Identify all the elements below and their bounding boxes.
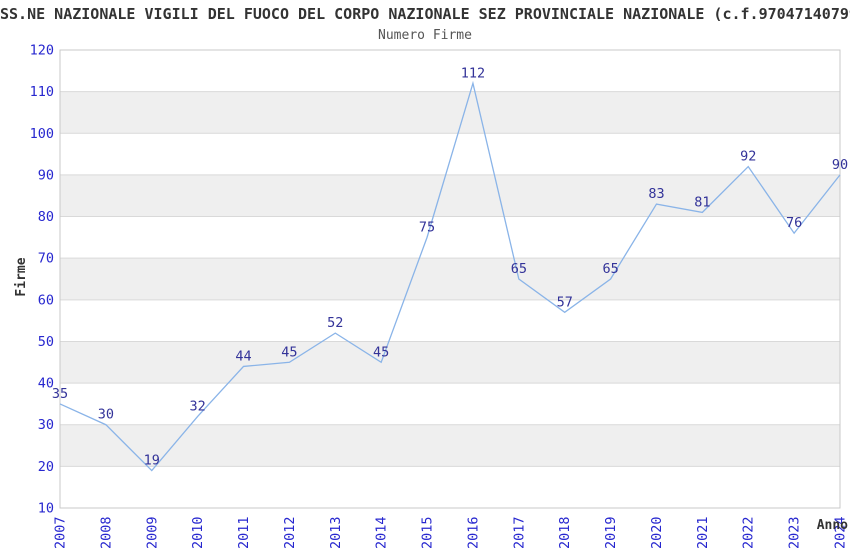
x-tick-label: 2024 (833, 516, 849, 549)
grid-band (60, 174, 840, 217)
x-tick-label: 2021 (695, 516, 711, 549)
x-tick-label: 2008 (98, 516, 114, 549)
data-label: 35 (52, 386, 68, 402)
data-label: 45 (373, 344, 389, 360)
plot-border (59, 49, 841, 509)
x-tick-label: 2017 (511, 516, 527, 549)
data-label: 19 (144, 453, 160, 469)
chart-subtitle: Numero Firme (378, 28, 472, 43)
data-label: 76 (786, 215, 802, 231)
y-tick-label: 40 (38, 376, 54, 392)
data-label: 45 (281, 344, 297, 360)
data-label: 90 (832, 157, 848, 173)
data-label: 32 (190, 398, 206, 414)
y-tick-label: 50 (38, 334, 54, 350)
data-label: 44 (235, 348, 251, 364)
data-label: 65 (602, 261, 618, 277)
y-tick-label: 110 (30, 84, 54, 100)
y-tick-label: 100 (30, 126, 54, 142)
data-label: 57 (557, 294, 573, 310)
x-tick-label: 2018 (557, 516, 573, 549)
y-tick-label: 10 (38, 501, 54, 517)
x-axis-title: Anno (817, 518, 848, 533)
data-label: 112 (461, 65, 485, 81)
grid-band (60, 91, 840, 134)
data-label: 75 (419, 219, 435, 235)
y-tick-label: 30 (38, 417, 54, 433)
x-tick-label: 2012 (282, 516, 298, 549)
x-tick-label: 2015 (420, 516, 436, 549)
data-label: 83 (648, 186, 664, 202)
x-tick-label: 2013 (328, 516, 344, 549)
y-tick-label: 120 (30, 43, 54, 59)
x-tick-label: 2016 (465, 516, 481, 549)
grid-band (60, 341, 840, 384)
x-tick-label: 2011 (236, 516, 252, 549)
y-tick-label: 20 (38, 459, 54, 475)
x-tick-label: 2020 (649, 516, 665, 549)
grid-band (60, 424, 840, 467)
y-axis-title: Firme (14, 257, 29, 296)
x-tick-label: 2009 (144, 516, 160, 549)
chart-title: SS.NE NAZIONALE VIGILI DEL FUOCO DEL COR… (0, 5, 850, 23)
data-label: 81 (694, 194, 710, 210)
x-tick-label: 2023 (787, 516, 803, 549)
y-tick-label: 90 (38, 167, 54, 183)
data-label: 92 (740, 149, 756, 165)
data-label: 65 (511, 261, 527, 277)
grid-band (60, 258, 840, 300)
data-label: 52 (327, 315, 343, 331)
x-tick-label: 2014 (374, 516, 390, 549)
x-tick-label: 2022 (741, 516, 757, 549)
x-tick-label: 2007 (53, 516, 69, 549)
y-tick-label: 60 (38, 292, 54, 308)
x-tick-label: 2019 (603, 516, 619, 549)
series-line (59, 80, 841, 472)
data-label: 30 (98, 407, 114, 423)
x-tick-label: 2010 (190, 516, 206, 549)
y-tick-label: 80 (38, 209, 54, 225)
y-tick-label: 70 (38, 251, 54, 267)
